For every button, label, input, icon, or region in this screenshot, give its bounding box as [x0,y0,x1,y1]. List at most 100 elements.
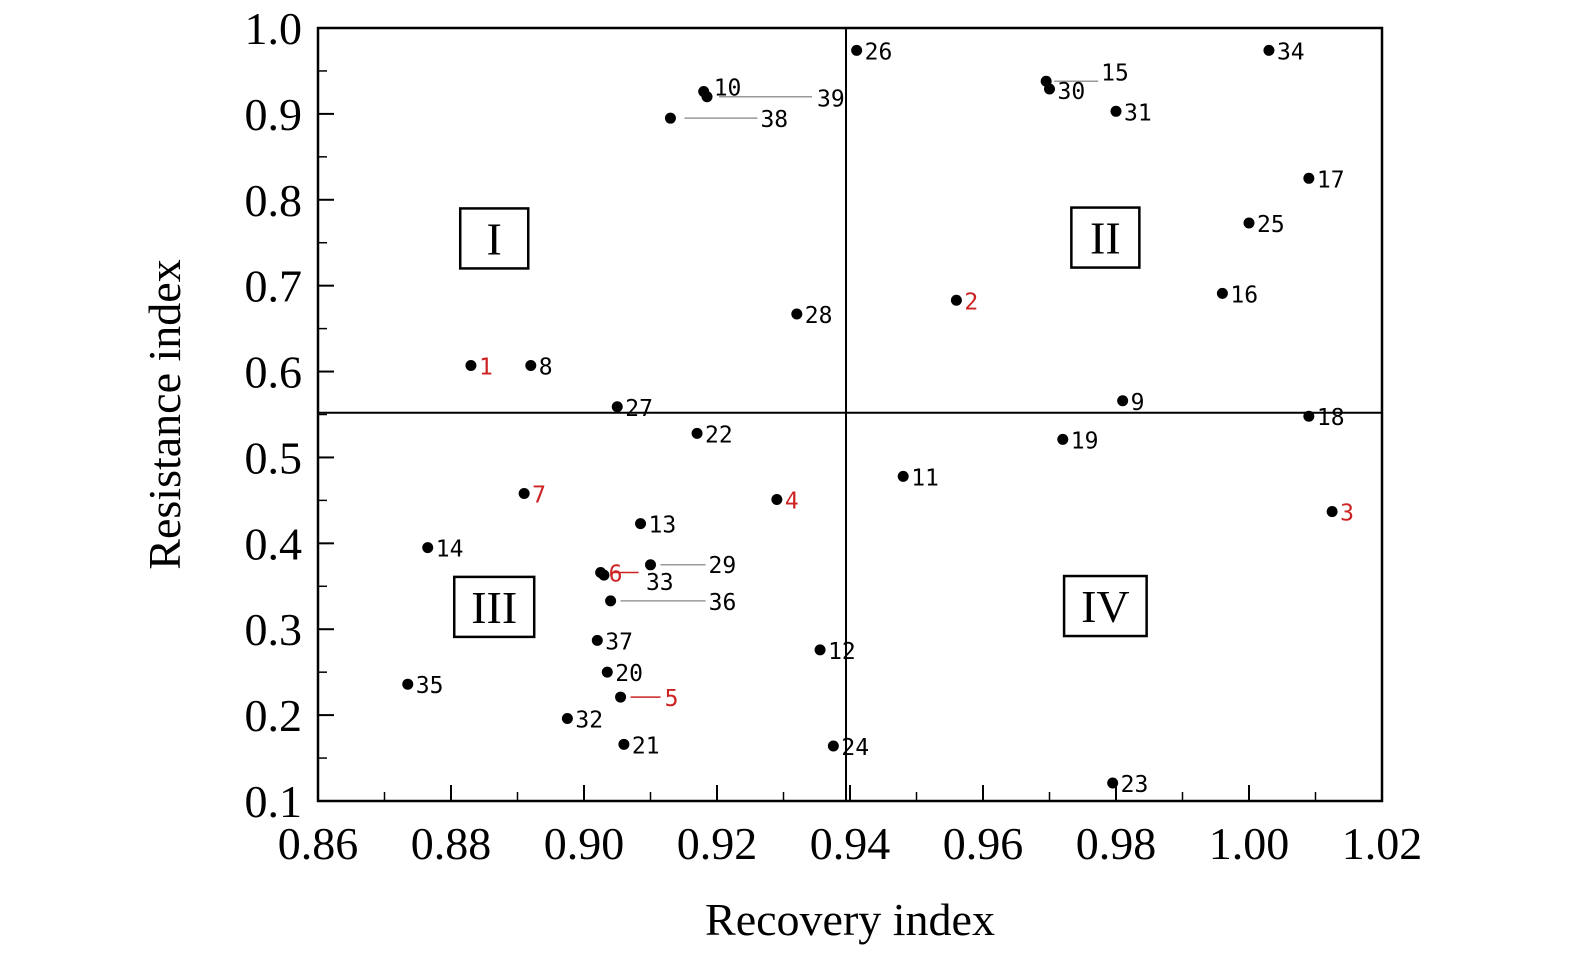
data-point [1263,44,1275,56]
point-label: 26 [865,39,893,65]
data-point [635,518,647,530]
point-label: 17 [1317,167,1345,193]
y-tick-label: 0.5 [245,432,303,483]
data-point [1107,777,1119,789]
data-point [402,678,414,690]
data-point [691,427,703,439]
point-label: 3 [1340,501,1354,527]
quadrant-label-box [458,207,530,270]
point-label: 36 [709,590,737,616]
y-tick-label: 0.2 [245,690,303,741]
quadrant-label-box [1070,206,1141,269]
data-point [1044,83,1055,95]
y-tick-label: 0.8 [245,175,303,226]
data-point [1110,105,1122,117]
point-label: 28 [805,303,833,329]
y-tick-label: 0.6 [245,347,303,398]
point-label: 37 [605,629,633,655]
data-point [601,666,613,678]
data-point [618,738,630,750]
quadrant-label: II [1070,206,1141,269]
data-point [827,740,839,752]
data-point [897,470,909,482]
point-label: 10 [714,76,742,102]
x-tick-label: 1.00 [1209,818,1290,869]
point-label: 30 [1058,79,1086,105]
data-points [402,44,1338,789]
x-tick-label: 0.98 [1076,818,1157,869]
data-point [598,569,610,581]
point-label: 1 [479,355,493,381]
point-label: 13 [649,513,677,539]
data-point [518,488,530,500]
data-point [950,294,962,306]
y-tick-label: 1.0 [245,3,303,54]
y-tick-label: 0.7 [245,261,303,312]
quadrant-label-text: IV [1081,581,1130,632]
point-label: 11 [911,465,939,491]
point-labels: 1234567891011121314151617181920212223242… [416,39,1354,798]
point-label: 8 [539,355,553,381]
data-point [605,595,617,607]
point-label: 29 [709,553,737,579]
point-label: 7 [532,483,546,509]
data-point [771,494,783,506]
data-point [1326,506,1338,518]
x-tick-labels: 0.86 0.88 0.90 0.92 0.94 0.96 0.98 1.00 1.02 [278,818,1423,869]
data-point [615,691,627,703]
x-tick-label: 0.96 [943,818,1024,869]
point-label: 9 [1131,390,1145,416]
point-label: 32 [575,708,603,734]
point-label: 14 [436,537,464,563]
data-point [1057,433,1069,445]
quadrant-label: III [452,575,536,639]
data-point [701,91,713,103]
quadrant-label-text: I [487,213,502,264]
quadrant-label-text: III [471,582,517,633]
point-label: 21 [632,733,660,759]
point-label: 23 [1121,772,1149,798]
y-tick-label: 0.9 [245,89,303,140]
tick-marks [317,27,1383,802]
data-point [814,644,826,656]
point-label: 22 [705,422,733,448]
x-tick-label: 0.90 [544,818,625,869]
x-tick-label: 0.86 [278,818,359,869]
point-label: 39 [817,87,845,113]
plot-frame [316,26,1384,803]
point-label: 12 [828,639,856,665]
point-label: 6 [609,562,623,588]
point-label: 24 [841,735,869,761]
data-point [422,542,434,554]
data-point [591,634,603,646]
point-label: 16 [1230,282,1258,308]
point-label: 18 [1317,405,1345,431]
y-axis-title: Resistance index [139,259,190,569]
data-point [851,44,863,56]
y-tick-labels: 0.1 0.2 0.3 0.4 0.5 0.6 0.7 0.8 0.9 1.0 [245,3,303,827]
point-label: 19 [1071,428,1099,454]
point-label: 27 [625,396,653,422]
data-point [1216,287,1228,299]
data-point [525,360,537,372]
quadrant-label: IV [1062,574,1148,638]
y-tick-label: 0.4 [245,518,303,569]
reference-lines [318,28,1382,801]
data-point [1243,217,1255,229]
x-tick-label: 0.92 [677,818,758,869]
quadrant-label-text: II [1090,213,1121,264]
data-point [645,559,656,571]
quadrant-label: I [458,207,530,270]
point-label: 38 [760,107,788,133]
point-label: 34 [1277,39,1305,65]
data-point [1117,395,1129,407]
quadrant-label-box [452,575,536,639]
point-label: 25 [1257,212,1285,238]
y-tick-label: 0.3 [245,604,303,655]
y-tick-label: 0.1 [245,776,303,827]
point-label: 33 [646,570,674,596]
x-axis-title: Recovery index [705,894,995,945]
point-label: 31 [1124,100,1152,126]
